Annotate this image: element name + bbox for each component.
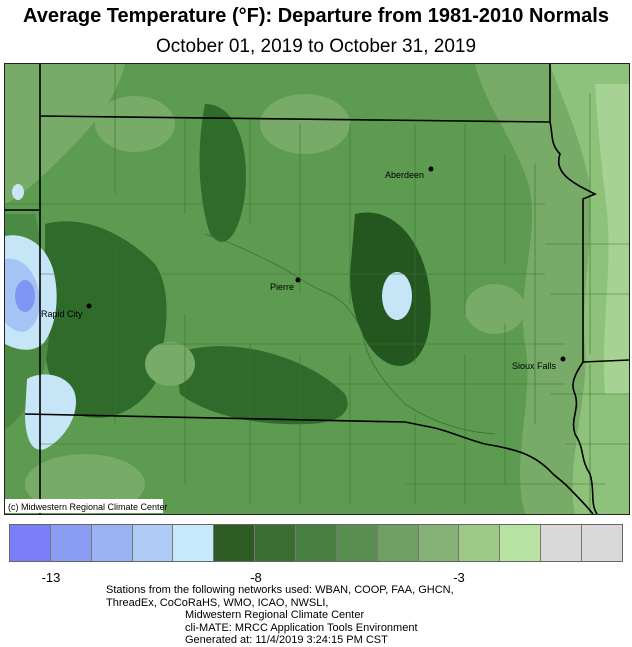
legend-label-minus-13: -13 bbox=[41, 570, 61, 585]
south-dark-region bbox=[175, 346, 348, 425]
light-patch bbox=[260, 94, 350, 154]
city-marker bbox=[295, 277, 301, 283]
west-dark-region bbox=[43, 221, 167, 418]
cold-anomaly-northwest bbox=[12, 184, 24, 200]
light-patch bbox=[465, 284, 525, 334]
city-label-pierre: Pierre bbox=[270, 282, 294, 292]
east-pale-region bbox=[595, 84, 629, 394]
map-svg: Aberdeen Pierre Rapid City Sioux Falls (… bbox=[5, 64, 629, 514]
legend-swatch bbox=[91, 525, 133, 561]
footer-mrcc: Midwestern Regional Climate Center bbox=[185, 609, 365, 621]
legend-swatch bbox=[50, 525, 92, 561]
cold-anomaly-southwest bbox=[25, 374, 76, 450]
legend-label-minus-8: -8 bbox=[250, 570, 262, 585]
map-title: Average Temperature (°F): Departure from… bbox=[23, 5, 609, 27]
city-marker bbox=[86, 303, 92, 309]
legend-swatch bbox=[296, 525, 337, 561]
color-legend bbox=[9, 524, 623, 562]
central-dark-region bbox=[199, 104, 246, 242]
legend-swatch bbox=[418, 525, 460, 561]
map-subtitle: October 01, 2019 to October 31, 2019 bbox=[155, 36, 477, 57]
legend-swatch bbox=[459, 525, 501, 561]
legend-label-minus-3: -3 bbox=[453, 570, 465, 585]
legend-swatch bbox=[214, 525, 256, 561]
city-sioux-falls: Sioux Falls bbox=[512, 356, 566, 371]
legend-swatch bbox=[541, 525, 583, 561]
city-label-sioux-falls: Sioux Falls bbox=[512, 361, 557, 371]
legend-swatch bbox=[336, 525, 378, 561]
legend-labels: -13 -8 -3 bbox=[0, 570, 632, 586]
footer-climate-tool: cli-MATE: MRCC Application Tools Environ… bbox=[185, 621, 418, 634]
city-aberdeen: Aberdeen bbox=[385, 166, 434, 180]
legend-swatch bbox=[132, 525, 174, 561]
legend-swatch bbox=[377, 525, 419, 561]
city-label-aberdeen: Aberdeen bbox=[385, 170, 424, 180]
city-rapid-city: Rapid City bbox=[41, 303, 92, 319]
footer-networks-line1: Stations from the following networks use… bbox=[106, 584, 454, 596]
temperature-map: Aberdeen Pierre Rapid City Sioux Falls (… bbox=[4, 63, 630, 515]
city-label-rapid-city: Rapid City bbox=[41, 309, 83, 319]
city-pierre: Pierre bbox=[270, 277, 301, 292]
city-marker bbox=[428, 166, 434, 172]
light-patch bbox=[95, 96, 175, 152]
credit-background bbox=[5, 499, 163, 513]
footer: Stations from the following networks use… bbox=[0, 584, 632, 647]
city-marker bbox=[560, 356, 566, 362]
legend-swatch bbox=[10, 525, 51, 561]
northwest-light-region bbox=[5, 64, 125, 204]
cold-anomaly-east-of-pierre bbox=[382, 272, 412, 320]
legend-swatch bbox=[582, 525, 622, 561]
cities: Aberdeen Pierre Rapid City Sioux Falls bbox=[41, 166, 566, 371]
footer-generated: Generated at: 11/4/2019 3:24:15 PM CST bbox=[185, 634, 388, 646]
state-borders bbox=[5, 64, 629, 514]
legend-swatch bbox=[173, 525, 215, 561]
legend-swatch bbox=[500, 525, 542, 561]
missouri-river bbox=[204, 233, 496, 435]
footer-networks-line2: ThreadEx, CoCoRaHS, WMO, ICAO, NWSLI, bbox=[106, 596, 329, 609]
map-credit: (c) Midwestern Regional Climate Center bbox=[8, 502, 168, 512]
cold-anomaly-rapid-city-peak bbox=[15, 280, 35, 312]
legend-swatch bbox=[255, 525, 297, 561]
light-patch bbox=[145, 342, 195, 386]
